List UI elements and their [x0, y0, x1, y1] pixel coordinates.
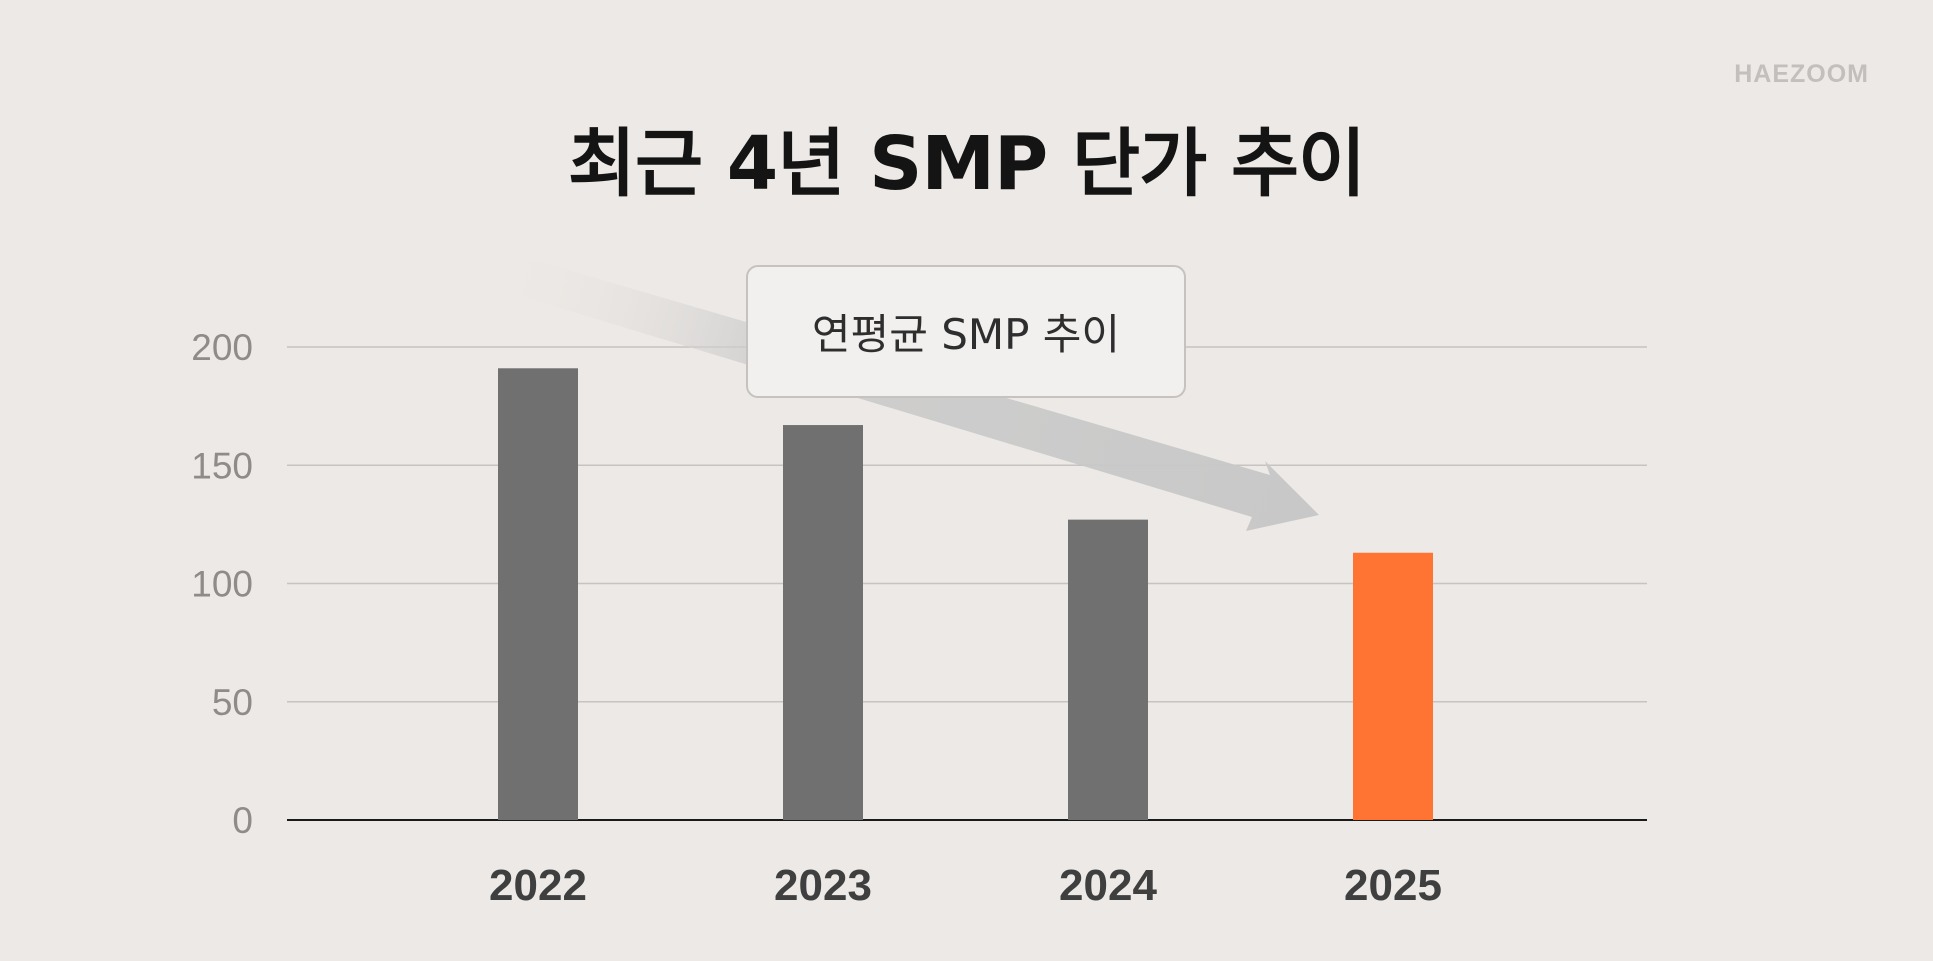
x-category-label: 2024 — [1059, 861, 1157, 910]
x-category-label: 2025 — [1344, 861, 1442, 910]
x-category-label: 2022 — [489, 861, 587, 910]
trend-annotation: 연평균 SMP 추이 — [746, 265, 1186, 398]
chart-title: 최근 4년 SMP 단가 추이 — [567, 121, 1366, 207]
bar-2025 — [1353, 552, 1433, 820]
y-tick-label: 150 — [191, 445, 253, 486]
y-tick-label: 100 — [191, 564, 253, 605]
labels: 0 50 100 150 200 2022 2023 2024 2025 — [191, 327, 1442, 910]
bars — [498, 368, 1433, 820]
bar-2022 — [498, 368, 578, 820]
brand-logo: HAEZOOM — [1734, 60, 1869, 88]
bar-2024 — [1068, 519, 1148, 820]
y-tick-label: 50 — [212, 682, 253, 723]
y-tick-label: 0 — [232, 800, 253, 841]
bar-2023 — [783, 425, 863, 820]
x-category-label: 2023 — [774, 861, 872, 910]
y-tick-label: 200 — [191, 327, 253, 368]
